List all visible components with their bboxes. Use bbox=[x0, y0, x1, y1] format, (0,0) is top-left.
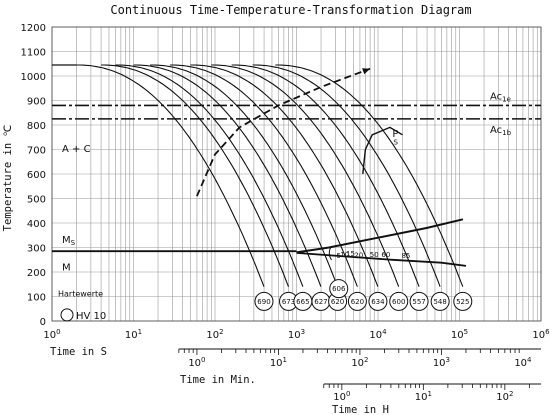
cooling-curve bbox=[101, 64, 290, 287]
transformation-percent-label: 85 bbox=[401, 252, 410, 260]
cooling-curve bbox=[115, 64, 304, 287]
x-axis-label-seconds: Time in S bbox=[50, 346, 107, 358]
x-tick-label-seconds: 104 bbox=[369, 328, 387, 341]
bainite-end-curve bbox=[296, 252, 467, 267]
transformation-percent-label: 10 bbox=[340, 251, 349, 259]
cooling-curve bbox=[76, 64, 265, 287]
x-tick-label-seconds: 100 bbox=[43, 328, 60, 341]
y-tick-label: 100 bbox=[27, 293, 46, 304]
y-tick-label: 1100 bbox=[21, 48, 46, 59]
transformation-percent-label: 5 bbox=[337, 252, 341, 260]
ps-sub-label: S bbox=[394, 139, 399, 147]
ac1e-label: Ac1e bbox=[490, 91, 511, 103]
hardness-value: 606 bbox=[332, 285, 346, 293]
x-tick-label-seconds: 102 bbox=[206, 328, 223, 341]
y-tick-label: 400 bbox=[27, 219, 46, 230]
y-tick-label: 900 bbox=[27, 97, 46, 108]
cooling-curve bbox=[252, 64, 441, 287]
x-tick-label-minutes: 104 bbox=[514, 356, 532, 369]
hardness-circle bbox=[409, 291, 429, 311]
transformation-percent-label: 20 bbox=[354, 251, 363, 259]
y-tick-label: 600 bbox=[27, 170, 46, 181]
y-tick-label: 300 bbox=[27, 244, 46, 255]
hardness-circle bbox=[329, 279, 349, 299]
x-tick-label-minutes: 100 bbox=[188, 356, 205, 369]
cooling-curve bbox=[133, 64, 322, 287]
hardness-value: 525 bbox=[456, 298, 469, 306]
x-axis-label-minutes: Time in Min. bbox=[180, 374, 256, 386]
hardness-value: 620 bbox=[351, 298, 364, 306]
x-tick-label-seconds: 101 bbox=[125, 328, 142, 341]
cooling-curve bbox=[211, 64, 400, 287]
cooling-curve bbox=[190, 64, 379, 287]
y-tick-label: 500 bbox=[27, 195, 46, 206]
hardness-value: 690 bbox=[257, 298, 270, 306]
y-tick-label: 1200 bbox=[21, 23, 46, 34]
plot-frame bbox=[51, 26, 542, 322]
hardness-circle bbox=[430, 291, 450, 311]
bainite-start-arc bbox=[328, 245, 333, 261]
hardness-circle bbox=[389, 291, 409, 311]
hardness-value: 673 bbox=[282, 298, 295, 306]
y-tick-labels: 0 100 200 300 400 500 600 700 800 900 1000 1100 1200 bbox=[21, 23, 46, 328]
cooling-curve bbox=[231, 64, 420, 287]
hardness-legend-circle bbox=[60, 308, 74, 322]
x-tick-label-hours: 100 bbox=[333, 390, 350, 403]
x-tick-label-seconds: 105 bbox=[451, 328, 468, 341]
ps-boundary bbox=[362, 126, 403, 175]
hardness-circle bbox=[368, 291, 388, 311]
hardness-circle bbox=[347, 291, 367, 311]
y-tick-label: 0 bbox=[40, 317, 46, 328]
transformation-percent-label: 60 bbox=[381, 251, 390, 259]
cooling-curves: 690 673 665 627 620 620 634 600 557 548 525 606 bbox=[52, 64, 473, 311]
x-tick-label-seconds: 106 bbox=[532, 328, 550, 341]
x-tick-label-minutes: 102 bbox=[351, 356, 368, 369]
transformation-percent-label: 15 bbox=[346, 250, 355, 258]
x-tick-label-minutes: 101 bbox=[270, 356, 287, 369]
cooling-curve bbox=[275, 64, 464, 287]
dashed-curve bbox=[196, 67, 371, 197]
y-tick-label: 800 bbox=[27, 121, 46, 132]
x-tick-label-seconds: 103 bbox=[288, 328, 305, 341]
hardness-value: 557 bbox=[412, 298, 425, 306]
hardness-legend-label: HV 10 bbox=[76, 311, 106, 322]
x-tick-label-minutes: 103 bbox=[433, 356, 450, 369]
y-tick-label: 1000 bbox=[21, 72, 46, 83]
x-tick-label-hours: 101 bbox=[415, 390, 432, 403]
ps-label: P bbox=[392, 129, 398, 140]
hardness-value: 665 bbox=[296, 298, 309, 306]
hardness-value: 548 bbox=[433, 298, 446, 306]
dashed-curve-arrowhead bbox=[362, 68, 371, 75]
y-tick-label: 200 bbox=[27, 268, 46, 279]
hardness-circle bbox=[453, 291, 473, 311]
x-axes: 100 101 102 103 104 105 106 Time in S 100 101 102 1… bbox=[43, 328, 550, 415]
hardness-value: 600 bbox=[392, 298, 405, 306]
hardness-circle bbox=[254, 291, 274, 311]
chart-title: Continuous Time-Temperature-Transformati… bbox=[110, 3, 471, 17]
cooling-curve bbox=[150, 64, 339, 287]
x-axis-label-hours: Time in H bbox=[332, 404, 389, 415]
hardness-value: 634 bbox=[371, 298, 385, 306]
hardness-value: 627 bbox=[314, 298, 327, 306]
y-axis-label: Temperature in ℃ bbox=[2, 124, 14, 231]
hardness-value: 620 bbox=[331, 298, 344, 306]
phase-label-ac: A + C bbox=[62, 144, 91, 155]
cooling-curve bbox=[169, 64, 358, 287]
ms-label: MS bbox=[62, 235, 76, 247]
m-label: M bbox=[62, 263, 71, 274]
transformation-percent-label: 50 bbox=[370, 251, 379, 259]
x-tick-label-hours: 102 bbox=[496, 390, 513, 403]
grid bbox=[51, 26, 542, 322]
y-tick-label: 700 bbox=[27, 146, 46, 157]
hardness-legend-title: Hartewerte bbox=[58, 290, 103, 299]
bainite-start-curve bbox=[296, 218, 464, 254]
